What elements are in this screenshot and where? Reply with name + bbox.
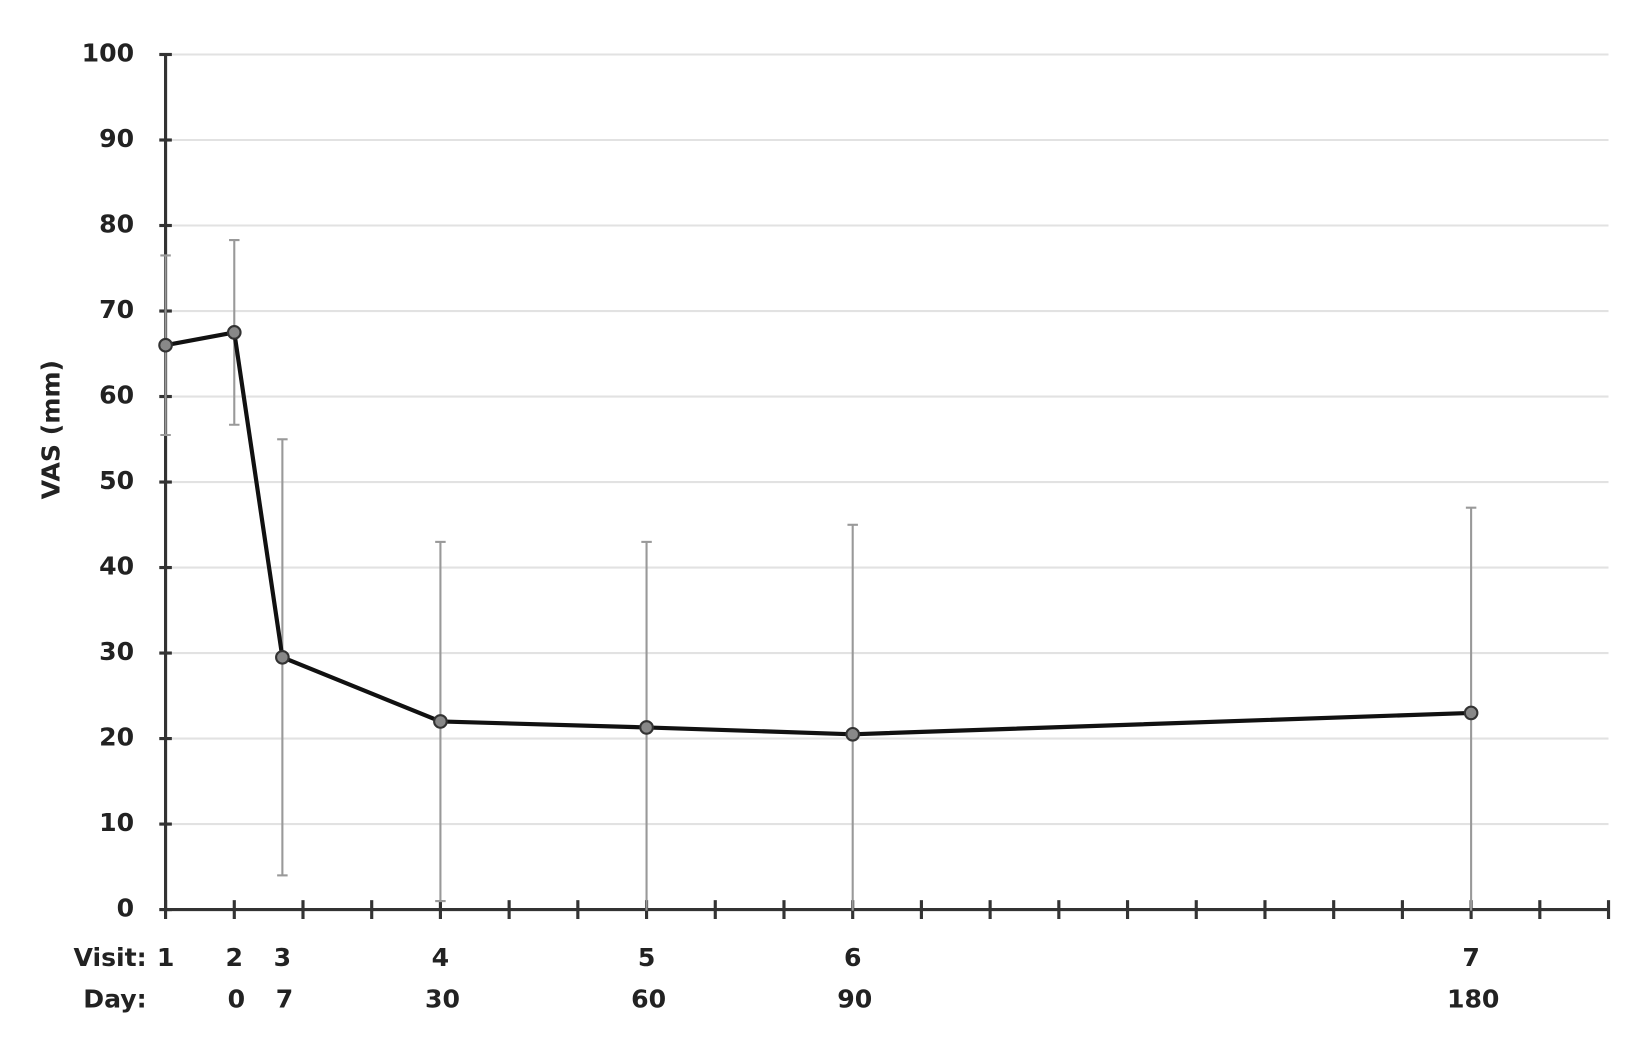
data-point <box>639 720 654 735</box>
y-tick-label: 90 <box>99 124 134 153</box>
y-tick-label: 30 <box>99 637 134 666</box>
y-axis-label: VAS (mm) <box>36 360 65 499</box>
day-label: 0 <box>228 985 245 1014</box>
visit-label: 4 <box>432 943 449 972</box>
data-point <box>845 726 861 742</box>
visit-label: 6 <box>844 943 861 972</box>
x-row-label: Day: <box>83 985 146 1014</box>
data-line <box>165 330 1472 737</box>
y-tick-label: 0 <box>117 894 134 923</box>
day-label: 60 <box>631 985 666 1014</box>
day-label: 30 <box>425 985 460 1014</box>
y-tick-label: 40 <box>99 552 134 581</box>
day-label: 90 <box>837 985 872 1014</box>
plot-area <box>160 238 1477 911</box>
y-tick-label: 100 <box>82 38 134 67</box>
x-row-label: Visit: <box>73 943 146 972</box>
data-point <box>275 649 290 665</box>
visit-label: 2 <box>226 943 243 972</box>
y-tick-label: 70 <box>99 295 134 324</box>
y-tick-label: 60 <box>99 381 134 410</box>
day-label: 180 <box>1447 985 1499 1014</box>
day-label: 7 <box>276 985 293 1014</box>
visit-label: 3 <box>274 943 291 972</box>
y-tick-label: 20 <box>99 723 134 752</box>
y-tick-label: 80 <box>99 210 134 239</box>
visit-label: 7 <box>1462 943 1479 972</box>
data-point <box>1463 705 1479 721</box>
data-point <box>158 337 173 353</box>
data-point <box>226 325 242 340</box>
visit-label: 1 <box>157 943 174 972</box>
data-point <box>433 714 448 729</box>
y-tick-label: 10 <box>99 808 134 837</box>
y-tick-label: 50 <box>99 466 134 495</box>
visit-label: 5 <box>638 943 655 972</box>
